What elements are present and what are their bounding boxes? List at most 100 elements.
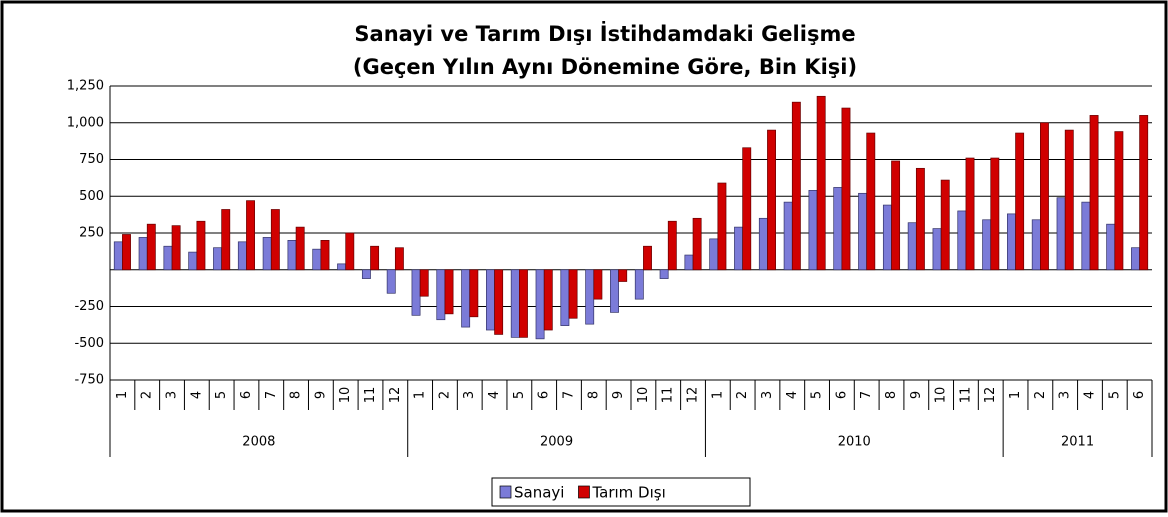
bar	[915, 167, 925, 271]
bar	[866, 132, 876, 271]
x-tick-label: 7	[859, 391, 874, 399]
x-tick-label: 3	[760, 391, 775, 399]
bar	[816, 95, 826, 271]
bar	[667, 220, 677, 271]
bar	[932, 228, 942, 271]
x-tick-label: 4	[785, 391, 800, 399]
x-tick-label: 7	[561, 391, 576, 399]
bar	[990, 157, 1000, 271]
x-tick-label: 11	[661, 387, 676, 404]
x-tick-label: 10	[636, 387, 651, 404]
bar	[461, 269, 471, 328]
bar	[295, 226, 305, 271]
x-tick-label: 1	[1008, 391, 1023, 399]
bar	[419, 269, 429, 297]
x-tick-label: 8	[884, 391, 899, 399]
x-tick-label: 11	[363, 387, 378, 404]
bar	[486, 269, 495, 331]
bar	[841, 107, 851, 271]
x-tick-label: 3	[1058, 391, 1073, 399]
bar	[1015, 132, 1025, 271]
bar	[138, 237, 148, 271]
x-tick-label: 8	[586, 391, 601, 399]
bar	[791, 101, 801, 271]
bar	[370, 245, 380, 271]
legend-swatch	[578, 485, 590, 499]
bar	[337, 263, 347, 271]
bar	[444, 269, 454, 315]
bar	[411, 269, 421, 316]
bar	[386, 269, 396, 294]
bar	[1106, 223, 1116, 271]
x-tick-label: 2	[437, 391, 452, 399]
bar	[1064, 129, 1074, 271]
group-label: 2008	[242, 435, 275, 450]
bar	[593, 269, 603, 300]
bar	[213, 247, 222, 271]
bar	[519, 269, 528, 338]
group-label: 2010	[838, 435, 871, 450]
x-tick-label: 1	[710, 391, 725, 399]
bar	[808, 190, 818, 271]
bar	[1081, 201, 1091, 271]
bar	[469, 269, 479, 318]
bar	[585, 269, 595, 325]
x-tick-label: 10	[934, 387, 949, 404]
bar	[163, 245, 173, 271]
y-tick-label: 1,250	[67, 79, 104, 94]
y-tick-label: 1,000	[67, 115, 104, 130]
legend-box	[491, 477, 751, 507]
bar	[560, 269, 570, 326]
legend-label: Sanayi	[514, 484, 564, 502]
bar	[262, 237, 272, 271]
x-tick-label: 9	[909, 391, 924, 399]
bar	[188, 251, 198, 271]
bar	[1139, 115, 1149, 271]
bar	[634, 269, 644, 300]
bar	[494, 269, 504, 335]
x-tick-label: 12	[686, 387, 701, 404]
bar	[940, 179, 950, 271]
bar	[965, 157, 975, 271]
bar	[643, 245, 652, 271]
x-tick-label: 6	[537, 391, 552, 399]
x-tick-label: 11	[958, 387, 973, 404]
bar	[610, 269, 619, 313]
bar	[742, 147, 752, 271]
bar	[535, 269, 545, 340]
x-tick-label: 10	[338, 387, 353, 404]
y-tick-label: 250	[79, 226, 104, 241]
bar	[270, 209, 280, 271]
x-tick-label: 1	[115, 391, 130, 399]
bar	[957, 210, 967, 271]
bar	[858, 192, 868, 271]
bar	[783, 201, 793, 271]
x-tick-label: 12	[983, 387, 998, 404]
bar	[113, 241, 123, 271]
x-tick-label: 2	[140, 391, 155, 399]
bar	[246, 200, 255, 271]
bar	[717, 182, 727, 271]
bar	[1114, 131, 1124, 271]
x-tick-label: 2	[1033, 391, 1048, 399]
bar	[1056, 197, 1066, 271]
y-tick-label: -500	[74, 336, 104, 351]
bar	[1131, 247, 1140, 271]
bar	[196, 220, 206, 271]
bar	[618, 269, 628, 282]
x-tick-label: 7	[264, 391, 279, 399]
bar	[692, 217, 702, 271]
x-tick-label: 4	[487, 391, 502, 399]
bar	[882, 204, 892, 271]
x-tick-label: 3	[462, 391, 477, 399]
bar	[833, 187, 843, 271]
bar	[436, 269, 446, 321]
y-tick-label: -750	[74, 373, 104, 388]
y-tick-label: 500	[79, 189, 104, 204]
chart-subtitle: (Geçen Yılın Aynı Dönemine Göre, Bin Kiş…	[353, 55, 857, 79]
x-tick-label: 8	[289, 391, 304, 399]
bar	[1031, 219, 1041, 271]
chart-title: Sanayi ve Tarım Dışı İstihdamdaki Gelişm…	[354, 21, 855, 46]
x-tick-label: 6	[239, 391, 254, 399]
